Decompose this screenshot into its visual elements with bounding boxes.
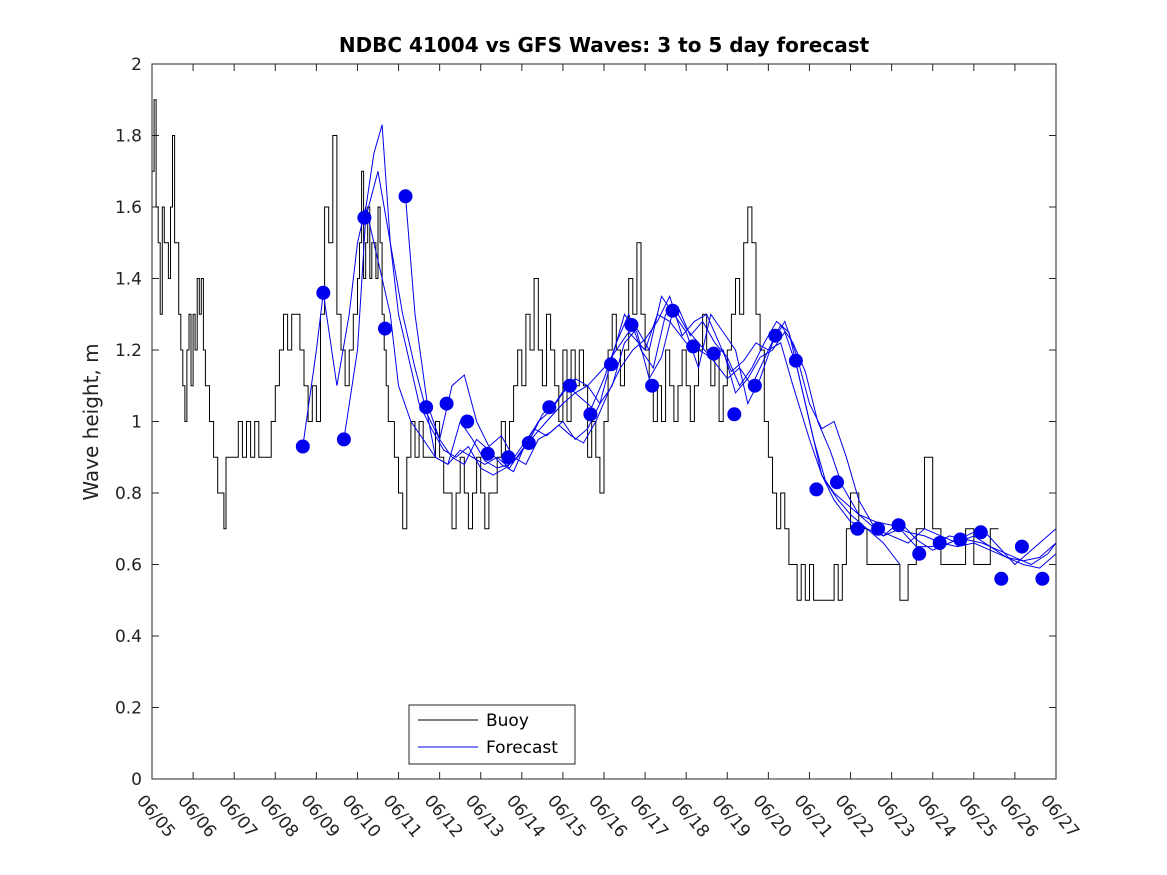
legend-box — [408, 704, 576, 765]
y-tick-label: 0.8 — [115, 484, 142, 504]
forecast-point — [973, 525, 988, 540]
y-axis-label: Wave height, m — [79, 343, 103, 500]
forecast-point — [850, 521, 865, 536]
forecast-point — [501, 450, 516, 465]
forecast-point — [891, 518, 906, 533]
y-tick-label: 0.6 — [115, 556, 142, 576]
forecast-point — [932, 536, 947, 550]
forecast-point — [604, 357, 618, 372]
forecast-point — [706, 346, 721, 361]
y-tick-label: 1.6 — [115, 198, 142, 218]
forecast-point — [686, 339, 701, 354]
forecast-point — [562, 378, 577, 393]
forecast-run-line-3 — [363, 124, 901, 565]
forecast-point — [747, 378, 762, 393]
forecast-point — [727, 407, 742, 422]
forecast-point — [439, 396, 454, 411]
y-tick-label: 2 — [131, 55, 142, 75]
forecast-point — [480, 446, 495, 461]
forecast-point — [830, 475, 844, 490]
forecast-point — [398, 189, 413, 204]
forecast-point — [768, 328, 783, 343]
plot-frame — [151, 63, 1057, 780]
legend-buoy-label: Buoy — [486, 711, 529, 731]
forecast-point — [419, 400, 434, 415]
forecast-point — [994, 571, 1009, 586]
buoy-series-line — [152, 99, 999, 601]
forecast-point — [1014, 539, 1029, 554]
forecast-point — [871, 521, 886, 536]
y-tick-label: 1.2 — [115, 341, 142, 361]
forecast-point — [645, 378, 660, 393]
chart-title: NDBC 41004 vs GFS Waves: 3 to 5 day fore… — [339, 33, 870, 57]
forecast-point — [912, 546, 927, 561]
forecast-point — [1035, 571, 1050, 586]
forecast-point — [336, 432, 351, 447]
y-tick-label: 1 — [131, 413, 142, 433]
y-tick-label: 1.4 — [115, 270, 142, 290]
data-layer — [152, 99, 1057, 601]
forecast-point — [295, 439, 310, 454]
forecast-point — [357, 210, 372, 225]
legend: Buoy Forecast — [408, 704, 576, 765]
forecast-point — [542, 400, 557, 415]
forecast-point — [665, 303, 680, 318]
y-tick-label: 0 — [131, 770, 142, 790]
forecast-point — [521, 436, 536, 450]
forecast-point — [953, 532, 968, 547]
forecast-run-line-4 — [405, 196, 1057, 569]
forecast-point — [583, 407, 598, 422]
forecast-point — [809, 482, 824, 497]
y-tick-label: 0.4 — [115, 627, 142, 647]
forecast-point — [316, 285, 331, 300]
y-tick-label: 0.2 — [115, 699, 142, 719]
y-tick-label: 1.8 — [115, 127, 142, 147]
legend-forecast-label: Forecast — [486, 738, 558, 758]
forecast-point — [624, 318, 639, 332]
forecast-point — [378, 321, 392, 336]
forecast-point — [460, 414, 475, 429]
forecast-run-line-5 — [425, 295, 1057, 562]
forecast-point — [788, 353, 803, 368]
